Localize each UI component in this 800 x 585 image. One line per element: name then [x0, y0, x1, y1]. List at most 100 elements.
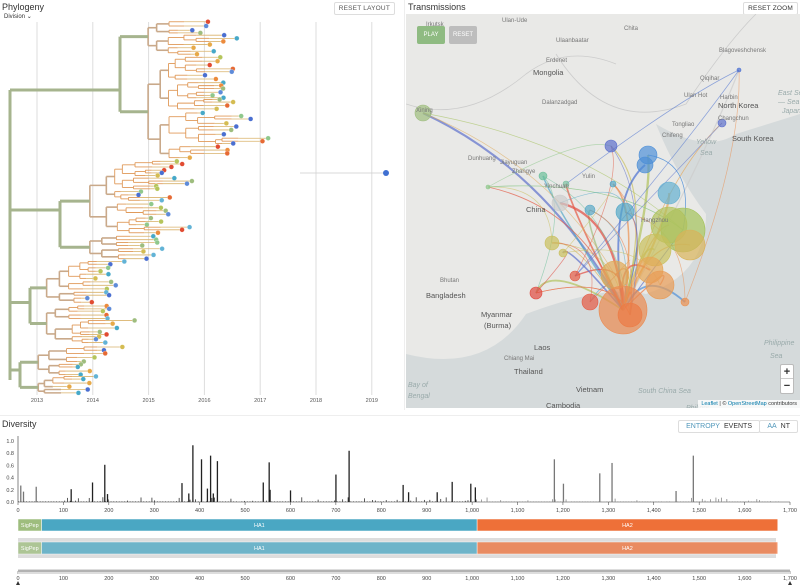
x-tick-label: 1,300	[601, 508, 615, 514]
nav-x-tick-label: 700	[331, 576, 340, 582]
nav-x-tick-label: 1,300	[601, 576, 615, 582]
entropy-bar	[104, 465, 105, 502]
leaflet-link[interactable]: Leaflet	[701, 401, 718, 407]
y-tick-label: 0.8	[6, 451, 14, 457]
tree-tip	[229, 128, 234, 133]
entropy-bar-minor	[688, 501, 689, 502]
entropy-bar-minor	[468, 500, 469, 502]
entropy-bar-minor	[195, 499, 196, 502]
entropy-bar	[192, 445, 193, 502]
tree-tip	[260, 139, 265, 144]
entropy-bar-minor	[81, 501, 82, 502]
entropy-bar-minor	[260, 501, 261, 502]
tree-tip	[87, 369, 92, 374]
entropy-bar-minor	[353, 501, 354, 502]
location-circle	[658, 182, 680, 204]
entropy-bar	[201, 459, 202, 502]
entropy-bar-minor	[628, 501, 629, 502]
entropy-bar-minor	[187, 501, 188, 502]
osm-link[interactable]: OpenStreetMap	[728, 401, 767, 407]
entropy-bar-minor	[617, 501, 618, 502]
entropy-bar-minor	[759, 500, 760, 502]
tree-tip	[198, 31, 203, 36]
entropy-bar-minor	[653, 501, 654, 502]
tree-tip	[85, 387, 90, 392]
entropy-bar-minor	[748, 501, 749, 502]
map-reset-button[interactable]: RESET	[449, 26, 477, 44]
entropy-bar-minor	[696, 501, 697, 502]
location-circle	[585, 205, 595, 215]
entropy-bar-minor	[206, 501, 207, 502]
entropy-bar-minor	[29, 501, 30, 502]
entropy-bar-minor	[293, 501, 294, 502]
entropy-bar-minor	[449, 501, 450, 502]
tree-tip	[148, 216, 153, 221]
entropy-bar-minor	[124, 501, 125, 502]
tree-tip	[206, 19, 211, 24]
entropy-chart[interactable]: 0.00.20.40.60.81.00010010020020030030040…	[0, 416, 800, 585]
location-circle	[646, 271, 674, 299]
entropy-bar-minor	[105, 501, 106, 502]
entropy-bar-minor	[181, 501, 182, 502]
entropy-bar-minor	[661, 501, 662, 502]
entropy-bar-minor	[563, 500, 564, 502]
sea-area	[406, 114, 800, 408]
entropy-bar-minor	[639, 501, 640, 502]
y-tick-label: 0.0	[6, 500, 14, 506]
entropy-bar	[675, 491, 676, 502]
entropy-bar-minor	[511, 501, 512, 502]
entropy-bar	[408, 492, 409, 502]
entropy-bar-minor	[623, 501, 624, 502]
map-country-label: North Korea	[718, 102, 758, 110]
entropy-bar-minor	[754, 501, 755, 502]
map-city-label: Xining	[416, 108, 433, 114]
entropy-bar	[269, 490, 270, 502]
entropy-bar	[290, 490, 291, 502]
map-canvas[interactable]	[406, 14, 800, 408]
year-label: 2019	[366, 398, 378, 404]
tree-tip	[136, 192, 141, 197]
play-button[interactable]: PLAY	[417, 26, 445, 44]
entropy-bar-minor	[72, 501, 73, 502]
map-city-label: Chita	[624, 26, 638, 32]
zoom-in-button[interactable]: +	[781, 365, 793, 379]
x-tick-label: 1,600	[738, 508, 752, 514]
entropy-bar-minor	[331, 501, 332, 502]
zoom-out-button[interactable]: −	[781, 379, 793, 393]
entropy-bar	[213, 493, 214, 502]
entropy-bar-minor	[440, 499, 441, 502]
entropy-bar-minor	[424, 500, 425, 502]
entropy-bar-minor	[307, 501, 308, 502]
gene-label: HA2	[622, 523, 633, 529]
entropy-bar-minor	[231, 499, 232, 502]
entropy-bar-minor	[329, 501, 330, 502]
map-city-label: Chiang Mai	[504, 356, 534, 362]
entropy-bar-minor	[778, 501, 779, 502]
entropy-bar-minor	[707, 501, 708, 502]
tree-tip	[107, 293, 112, 298]
entropy-bar-minor	[367, 501, 368, 502]
map-city-label: Yinchuan	[544, 184, 569, 190]
nav-x-tick-label: 400	[195, 576, 204, 582]
entropy-bar-minor	[296, 501, 297, 502]
entropy-bar	[563, 484, 564, 502]
tree-tip	[190, 28, 195, 33]
entropy-bar-minor	[745, 501, 746, 502]
map-sea-label: Sea	[770, 353, 782, 360]
entropy-bar-minor	[593, 501, 594, 502]
entropy-bar-minor	[342, 499, 343, 502]
location-circle	[616, 203, 634, 221]
tree-tip	[151, 253, 156, 258]
tree-tip	[174, 159, 179, 164]
entropy-bar-minor	[67, 498, 68, 502]
entropy-bar-minor	[410, 501, 411, 502]
border-line	[406, 56, 616, 110]
map-city-label: Dunhuang	[468, 156, 496, 162]
tree-tip	[155, 240, 160, 245]
tree-tip	[248, 117, 253, 122]
entropy-bar-minor	[598, 501, 599, 502]
location-circle	[552, 195, 568, 211]
tree-tip	[224, 121, 229, 126]
